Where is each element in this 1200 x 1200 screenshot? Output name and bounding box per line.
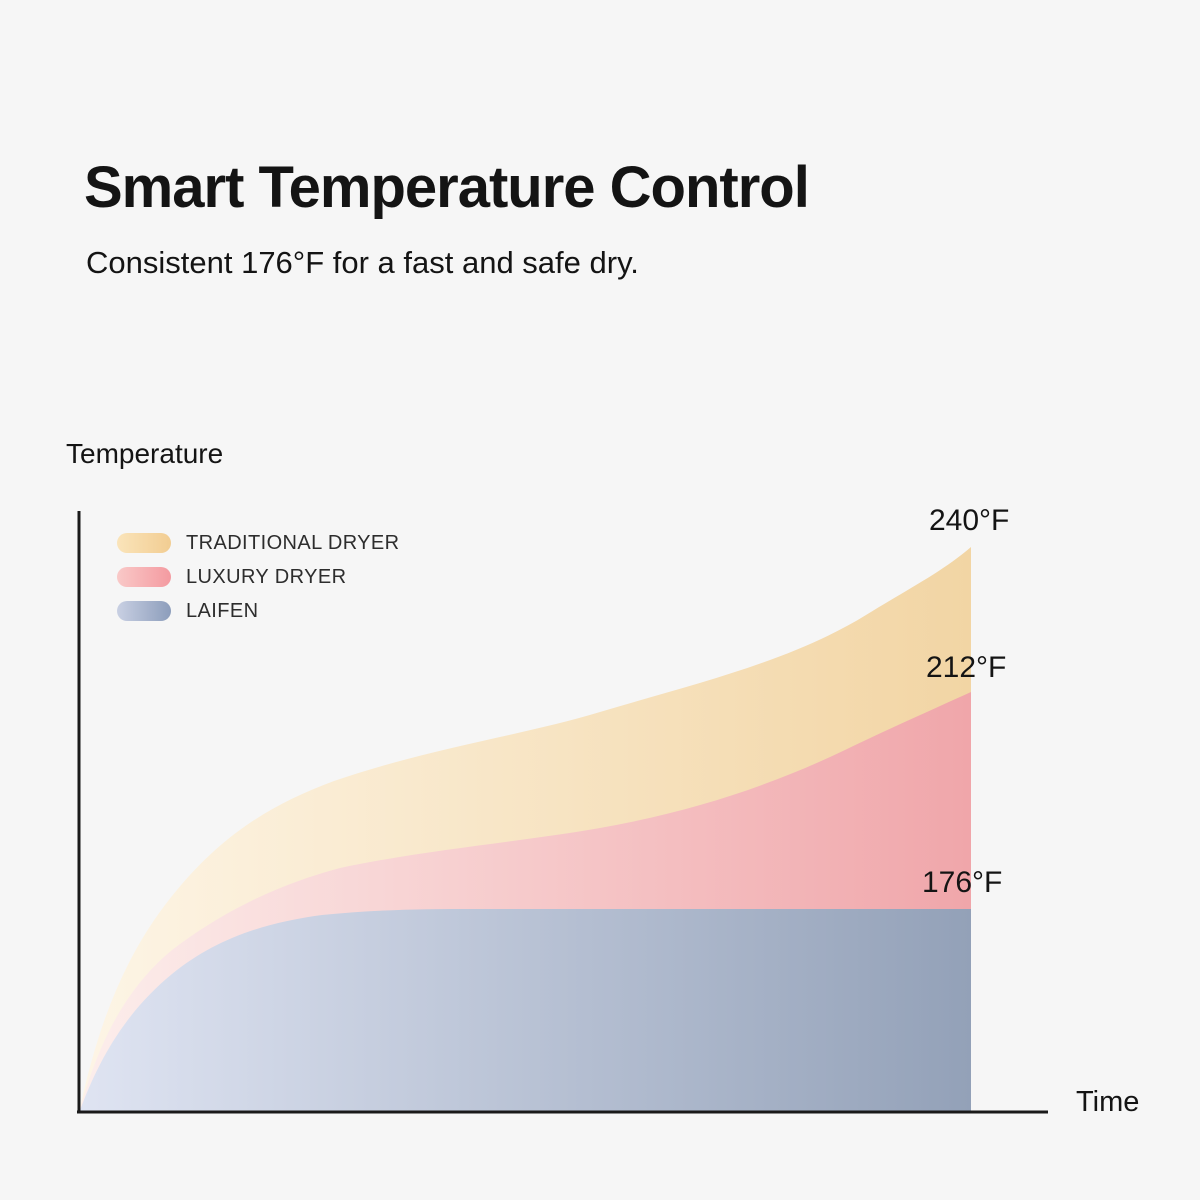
legend-swatch-traditional-icon: [117, 533, 171, 553]
area-laifen: [79, 908, 971, 1113]
legend-item-traditional-dryer: TRADITIONAL DRYER: [117, 531, 400, 554]
page-subtitle: Consistent 176°F for a fast and safe dry…: [86, 245, 639, 280]
legend-label-laifen: LAIFEN: [186, 599, 259, 622]
legend-label-traditional: TRADITIONAL DRYER: [186, 531, 400, 554]
legend-item-laifen: LAIFEN: [117, 599, 400, 622]
end-label-traditional: 240°F: [929, 504, 1010, 537]
legend-swatch-luxury-icon: [117, 567, 171, 587]
legend-swatch-laifen-icon: [117, 601, 171, 621]
legend: TRADITIONAL DRYER LUXURY DRYER LAIFEN: [117, 531, 400, 622]
y-axis-label: Temperature: [66, 438, 224, 469]
page-title: Smart Temperature Control: [84, 155, 810, 220]
x-axis-label: Time: [1076, 1086, 1140, 1118]
legend-item-luxury-dryer: LUXURY DRYER: [117, 565, 400, 588]
legend-label-luxury: LUXURY DRYER: [186, 565, 347, 588]
end-label-luxury: 212°F: [926, 651, 1007, 684]
end-label-laifen: 176°F: [922, 866, 1003, 899]
